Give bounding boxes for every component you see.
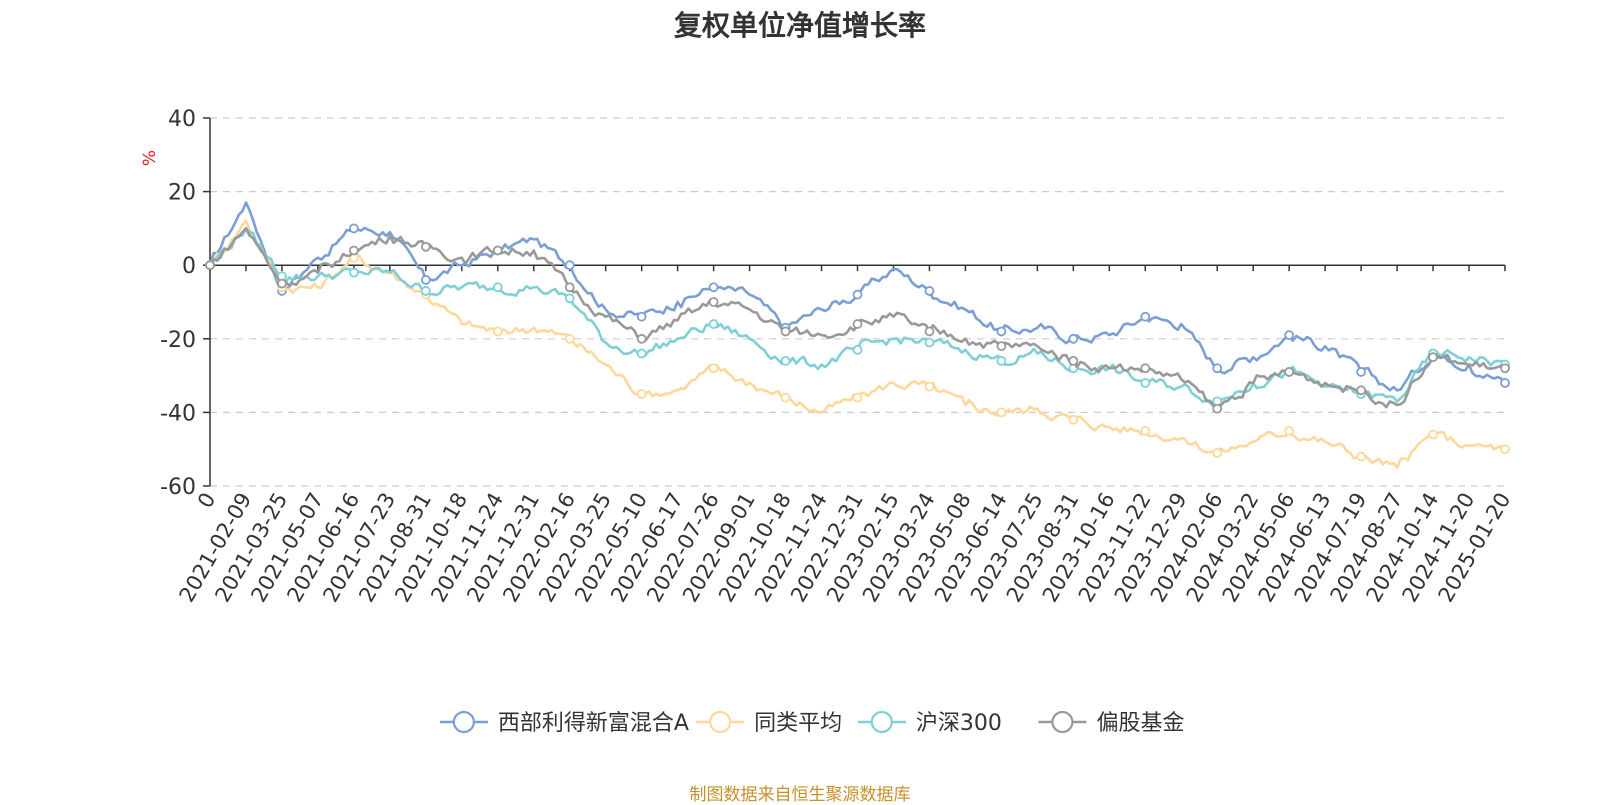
series-3-point-10: [564, 282, 575, 293]
y-tick-label-4: -40: [160, 401, 196, 426]
series-2-point-8: [492, 282, 503, 293]
legend-item-2[interactable]: 沪深300: [857, 710, 1002, 736]
series-2-point-10: [564, 293, 575, 304]
series-1-point-30: [1284, 425, 1295, 436]
legend-item-0[interactable]: 西部利得新富混合A: [439, 710, 689, 736]
legend-label-2: 沪深300: [916, 711, 1002, 736]
series-0-point-30: [1284, 330, 1295, 341]
y-tick-label-0: 40: [168, 107, 196, 132]
y-axis-unit: %: [140, 150, 160, 166]
series-1-point-26: [1140, 425, 1151, 436]
series-0-point-10: [564, 260, 575, 271]
series-0-point-14: [708, 282, 719, 293]
series-3-point-36: [1500, 363, 1510, 374]
y-tick-label-2: 0: [182, 254, 196, 279]
series-1-point-8: [492, 326, 503, 337]
series-1-point-24: [1068, 414, 1079, 425]
series-2-point-18: [852, 344, 863, 355]
series-3-point-4: [348, 245, 359, 256]
series-2-point-6: [420, 286, 431, 296]
series-2: [205, 227, 1510, 408]
legend-label-3: 偏股基金: [1096, 711, 1184, 736]
series-3-point-20: [924, 326, 935, 337]
series-3-point-28: [1212, 403, 1223, 414]
grid-layer: [210, 117, 1505, 487]
legend-item-3[interactable]: 偏股基金: [1038, 710, 1184, 736]
series-3-point-22: [996, 341, 1007, 352]
legend-item-1[interactable]: 同类平均: [696, 710, 842, 736]
series-0-point-6: [420, 275, 431, 285]
series-3-point-24: [1068, 355, 1079, 366]
series-2-point-26: [1140, 378, 1151, 388]
series-3-point-16: [780, 326, 791, 337]
series-0-point-32: [1356, 367, 1367, 377]
series-2-point-20: [924, 337, 935, 348]
series-3-point-14: [708, 297, 719, 307]
legend-circle-icon-3: [1051, 710, 1074, 734]
series-3-point-18: [852, 319, 863, 329]
series-3-point-30: [1284, 367, 1295, 377]
axis-layer: 40200-20-40-60%02021-02-092021-03-252021…: [140, 107, 1515, 606]
y-tick-label-1: 20: [168, 181, 196, 206]
series-0-point-22: [996, 326, 1007, 337]
series-0-point-18: [852, 289, 863, 300]
series-0-point-28: [1212, 363, 1223, 374]
series-1-point-34: [1428, 429, 1438, 440]
series-0: [205, 201, 1510, 392]
series-1-point-16: [780, 392, 791, 403]
series-1-point-32: [1356, 451, 1367, 462]
series-2-point-4: [348, 267, 359, 278]
series-2-point-14: [708, 319, 719, 329]
series-layer: [205, 201, 1510, 469]
series-3: [205, 227, 1510, 414]
series-1-point-12: [636, 389, 647, 399]
series-0-point-12: [636, 311, 647, 322]
chart-title: 复权单位净值增长率: [673, 9, 926, 42]
x-tick-label-0: 0: [193, 489, 220, 513]
y-tick-label-3: -20: [160, 328, 196, 353]
series-1-point-28: [1212, 447, 1223, 458]
legend-circle-icon-2: [870, 710, 893, 734]
series-1-point-18: [852, 392, 863, 403]
line-chart: 40200-20-40-60%02021-02-092021-03-252021…: [140, 107, 1515, 736]
series-0-point-36: [1500, 378, 1510, 388]
series-1-point-36: [1500, 444, 1510, 455]
legend-circle-icon-1: [709, 710, 732, 734]
series-1-point-10: [564, 333, 575, 344]
legend-circle-icon-0: [452, 710, 475, 734]
series-3-point-34: [1428, 352, 1438, 363]
series-3-point-8: [492, 245, 503, 256]
y-tick-label-5: -60: [160, 475, 196, 500]
series-3-point-32: [1356, 385, 1367, 396]
series-3-point-26: [1140, 363, 1151, 374]
source-note: 制图数据来自恒生聚源数据库: [689, 785, 911, 805]
series-1-point-20: [924, 381, 935, 392]
series-3-point-0: [205, 260, 215, 271]
series-0-point-4: [348, 223, 359, 234]
series-line-1: [208, 219, 1506, 469]
series-1-point-14: [708, 363, 719, 374]
legend-label-0: 西部利得新富混合A: [498, 711, 689, 736]
series-3-point-6: [420, 241, 431, 252]
series-3-point-12: [636, 333, 647, 344]
series-0-point-20: [924, 286, 935, 296]
series-2-point-16: [780, 355, 791, 366]
series-3-point-2: [277, 278, 287, 289]
legend-label-1: 同类平均: [754, 711, 842, 736]
legend[interactable]: 西部利得新富混合A 同类平均 沪深300 偏股基金: [439, 710, 1185, 736]
series-line-3: [208, 227, 1506, 410]
series-2-point-12: [636, 348, 647, 359]
series-1-point-22: [996, 407, 1007, 418]
series-0-point-26: [1140, 311, 1151, 322]
series-2-point-22: [996, 355, 1007, 366]
series-0-point-24: [1068, 333, 1079, 344]
